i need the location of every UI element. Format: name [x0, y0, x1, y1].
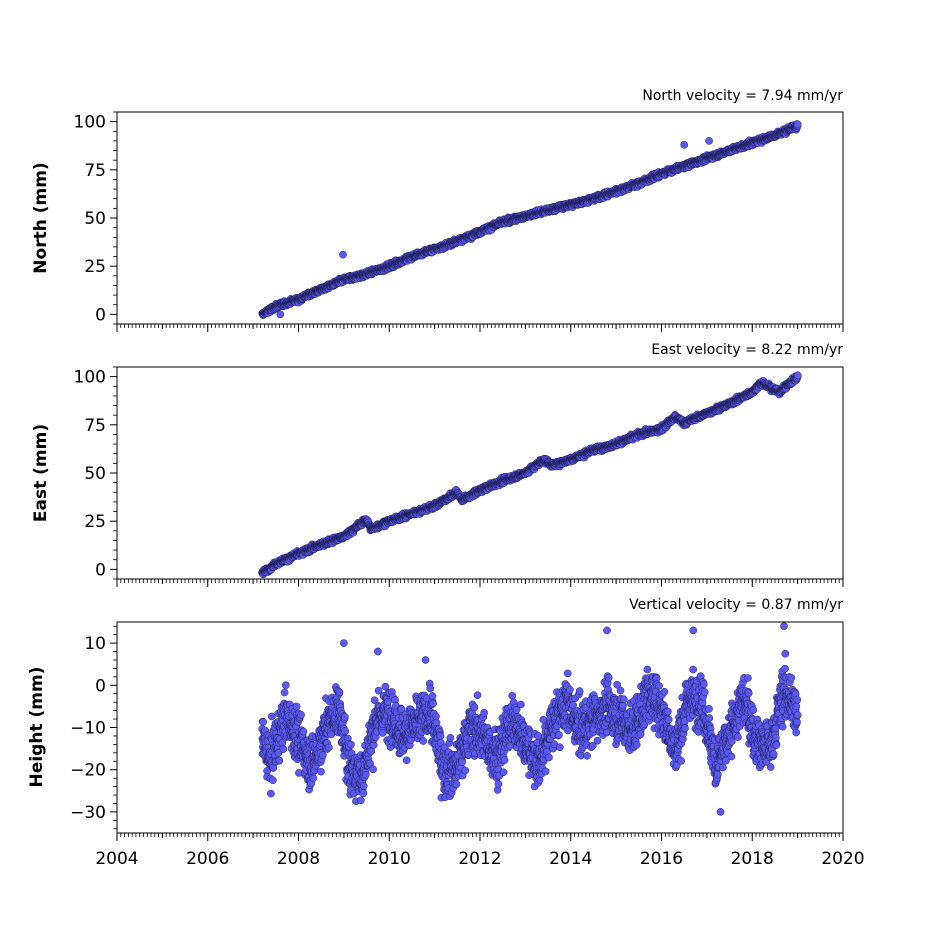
north-outlier-point [680, 140, 689, 149]
north-panel: North velocity = 7.94 mm/yr 0 25 50 75 100 N… [31, 88, 844, 332]
north-outlier-point [339, 250, 347, 259]
north-y-tick-label: 75 [84, 161, 106, 181]
north-y-tick-label: 0 [95, 305, 106, 325]
north-title: North velocity = 7.94 mm/yr [642, 88, 843, 104]
north-y-tick-label: 50 [84, 209, 106, 229]
north-y-tick-label: 100 [74, 113, 106, 133]
north-y-tick-label: 25 [84, 257, 106, 277]
north-ylabel: North (mm) [31, 162, 51, 273]
north-points [258, 120, 802, 319]
east-title: East velocity = 8.22 mm/yr [651, 342, 843, 358]
east-points [258, 371, 802, 579]
north-point [793, 120, 802, 129]
north-plot-area: 0 25 50 75 100 [74, 111, 844, 332]
north-outlier-point [276, 310, 285, 319]
north-outlier-point [705, 137, 713, 145]
